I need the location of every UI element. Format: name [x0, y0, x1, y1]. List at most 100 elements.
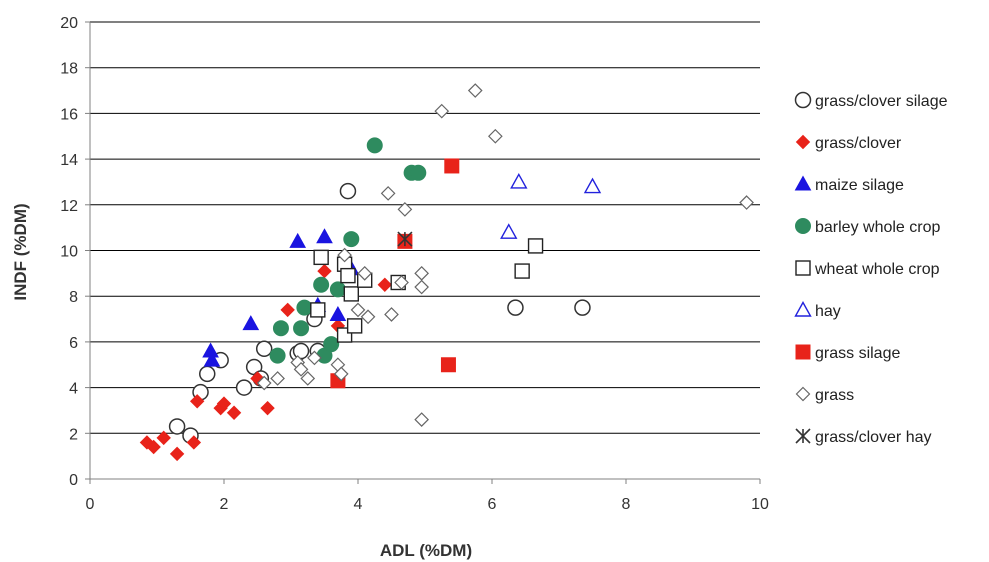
data-point-s2-3: [289, 232, 307, 248]
data-point-s7-13: [384, 307, 399, 322]
legend-marker-0: [794, 91, 812, 109]
legend-marker-7: [795, 386, 811, 402]
data-point-s1-7: [216, 396, 232, 411]
x-tick-label-2: 2: [220, 496, 229, 513]
data-point-s4-1: [310, 302, 326, 318]
data-point-s7-22: [739, 195, 754, 210]
data-point-s4-3: [340, 267, 356, 284]
data-point-s7-5: [307, 350, 322, 366]
data-point-s7-10: [360, 309, 376, 325]
data-point-s4-9: [514, 263, 530, 279]
series-4: [310, 238, 544, 343]
y-tick-label-0: 0: [69, 472, 78, 489]
gridlines: [90, 21, 760, 434]
data-point-s5-0: [510, 173, 528, 189]
data-points: [139, 83, 754, 462]
data-point-s0-10: [292, 342, 310, 360]
data-point-s7-21: [488, 128, 503, 144]
data-point-s7-18: [414, 412, 429, 427]
x-tick-label-10: 10: [751, 496, 769, 513]
legend-item-8: grass/clover hay: [795, 428, 932, 446]
data-point-s3-0: [269, 347, 286, 364]
data-point-s3-6: [323, 336, 340, 353]
series-8: [397, 231, 413, 247]
data-point-s0-13: [339, 182, 357, 200]
y-tick-label-4: 4: [69, 381, 78, 398]
x-axis-title: ADL (%DM): [380, 541, 472, 560]
legend-marker-8: [795, 428, 811, 444]
data-point-s3-2: [293, 320, 310, 337]
legend-marker-4: [795, 260, 811, 276]
legend-label-7: grass: [815, 387, 854, 404]
x-tick-label-6: 6: [488, 496, 497, 513]
legend-marker-1: [795, 134, 811, 150]
data-point-s2-6: [329, 305, 347, 321]
data-point-s3-1: [272, 320, 289, 337]
y-tick-label-8: 8: [69, 289, 78, 306]
x-tick-label-4: 4: [354, 496, 363, 513]
legend-label-5: hay: [815, 303, 841, 320]
legend-label-1: grass/clover: [815, 135, 902, 152]
data-point-s1-1: [146, 439, 161, 455]
legend-label-8: grass/clover hay: [815, 429, 932, 446]
legend-marker-3: [795, 218, 811, 234]
data-point-s0-14: [507, 299, 524, 316]
data-point-s0-0: [168, 418, 186, 435]
data-point-s7-11: [357, 266, 373, 281]
data-point-s7-20: [467, 83, 483, 98]
data-point-s7-1: [270, 371, 285, 386]
data-point-s7-7: [333, 366, 349, 382]
data-point-s3-9: [366, 137, 383, 154]
legend-item-4: wheat whole crop: [795, 260, 940, 278]
legend-item-5: hay: [794, 301, 841, 320]
data-point-s7-15: [397, 202, 413, 217]
y-axis-title: INDF (%DM): [11, 203, 30, 300]
y-tick-label-6: 6: [69, 335, 78, 352]
data-point-s7-14: [394, 275, 409, 290]
data-point-s1-11: [280, 302, 295, 318]
series-0: [168, 182, 591, 444]
data-point-s6-3: [444, 158, 460, 174]
series-1: [139, 263, 393, 462]
data-point-s1-3: [169, 446, 185, 462]
legend-label-0: grass/clover silage: [815, 93, 948, 110]
data-point-s4-4: [343, 286, 359, 302]
data-point-s1-2: [156, 430, 171, 446]
y-tick-label-16: 16: [60, 106, 78, 123]
y-tick-label-10: 10: [60, 244, 78, 261]
legend-marker-2: [794, 175, 812, 191]
data-point-s8-0: [397, 231, 413, 247]
data-point-s5-2: [583, 177, 602, 194]
data-point-s3-7: [329, 281, 346, 298]
series-5: [500, 173, 602, 239]
data-point-s3-11: [410, 164, 427, 181]
legend-item-3: barley whole crop: [795, 218, 941, 236]
data-point-s0-3: [199, 365, 216, 383]
data-point-s0-8: [255, 340, 273, 358]
legend-marker-6: [795, 344, 811, 360]
series-6: [330, 158, 460, 389]
data-point-s4-0: [313, 249, 329, 266]
data-point-s7-4: [300, 371, 316, 386]
data-point-s1-14: [377, 277, 393, 292]
x-tick-label-0: 0: [86, 496, 95, 513]
legend-item-7: grass: [795, 386, 854, 404]
series-7: [256, 83, 754, 427]
data-point-s1-4: [186, 435, 202, 450]
data-point-s3-3: [296, 299, 313, 316]
y-tick-label-20: 20: [60, 15, 78, 32]
data-point-s7-19: [434, 103, 450, 119]
legend-item-0: grass/clover silage: [794, 91, 948, 110]
data-point-s7-8: [337, 247, 352, 263]
y-tick-label-18: 18: [60, 61, 78, 78]
data-point-s2-1: [203, 351, 221, 367]
x-tick-label-8: 8: [622, 496, 631, 513]
data-point-s0-5: [235, 379, 253, 396]
legend-label-6: grass silage: [815, 345, 900, 362]
data-point-s7-3: [293, 361, 309, 377]
y-tick-label-2: 2: [69, 426, 78, 443]
data-point-s1-8: [226, 405, 242, 420]
legend: grass/clover silage grass/clover maize sil…: [794, 91, 948, 446]
